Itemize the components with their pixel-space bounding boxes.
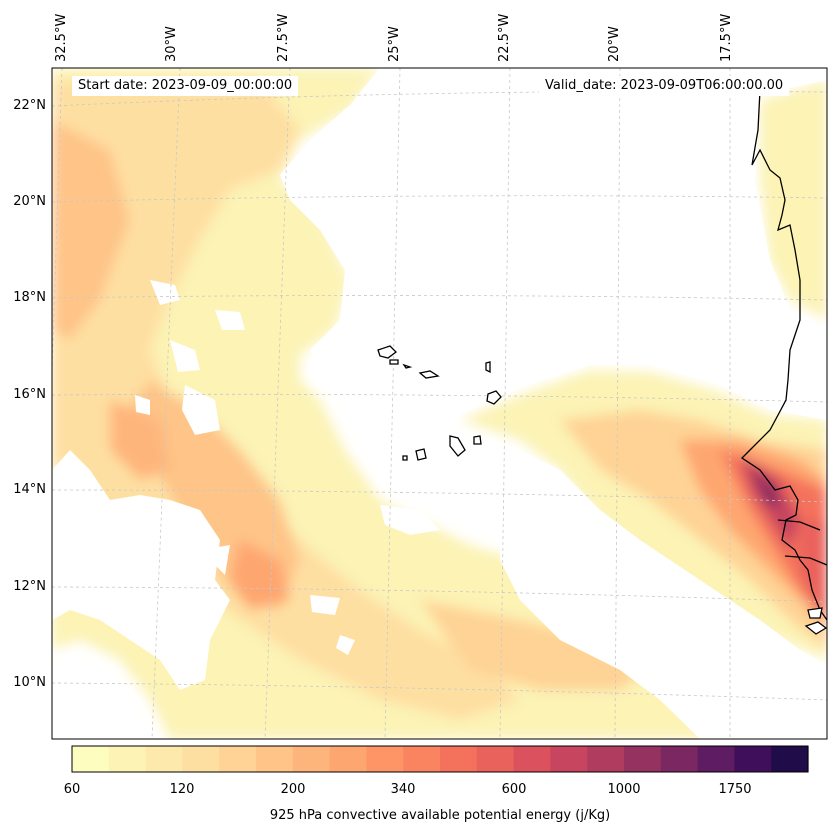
start-date-label: Start date: 2023-09-09_00:00:00 <box>72 76 299 96</box>
island <box>473 435 482 445</box>
colorbar <box>72 746 809 772</box>
island <box>807 607 823 619</box>
lon-label: 25°W <box>387 26 402 62</box>
colorbar-tick-label: 120 <box>169 782 195 797</box>
valid-date-label: Valid_date: 2023-09-09T06:00:00.00 <box>539 76 790 96</box>
island <box>485 361 491 374</box>
cape-field <box>52 68 827 739</box>
lat-label: 12°N <box>13 579 46 594</box>
colorbar-segment <box>734 746 772 772</box>
colorbar-segment <box>513 746 551 772</box>
island <box>402 363 413 369</box>
lat-label: 20°N <box>13 194 46 209</box>
colorbar-segment <box>660 746 699 772</box>
colorbar-tick-label: 1000 <box>607 782 641 797</box>
colorbar-segment <box>145 746 183 772</box>
colorbar-tick-label: 600 <box>501 782 527 797</box>
coastline <box>377 89 827 635</box>
colorbar-segment <box>476 746 515 772</box>
lat-label: 22°N <box>13 98 46 113</box>
island <box>418 370 440 379</box>
lon-label: 20°W <box>607 26 622 62</box>
colorbar-segment <box>108 746 147 772</box>
colorbar-segment <box>366 746 404 772</box>
island <box>449 435 466 457</box>
island <box>377 345 397 359</box>
lat-label: 16°N <box>13 387 46 402</box>
colorbar-segment <box>697 746 735 772</box>
colorbar-segment <box>292 746 331 772</box>
colorbar-segment <box>624 746 662 772</box>
colorbar-segment <box>219 746 257 772</box>
lon-label: 22.5°W <box>497 13 512 62</box>
colorbar-segment <box>771 746 809 772</box>
island <box>389 359 399 365</box>
lat-label: 14°N <box>13 482 46 497</box>
island <box>415 448 427 461</box>
island <box>402 455 408 461</box>
lon-label: 32.5°W <box>54 13 69 62</box>
colorbar-segment <box>403 746 441 772</box>
colorbar-segment <box>256 746 294 772</box>
colorbar-tick-label: 1750 <box>718 782 752 797</box>
lon-label: 27.5°W <box>276 13 291 62</box>
lon-label: 30°W <box>164 26 179 62</box>
lat-label: 18°N <box>13 290 46 305</box>
colorbar-tick-label: 340 <box>390 782 416 797</box>
island <box>486 390 502 405</box>
lon-label: 17.5°W <box>719 13 734 62</box>
colorbar-frame <box>71 745 809 773</box>
map-frame <box>51 67 828 740</box>
colorbar-segment <box>72 746 110 772</box>
cape-contour-60-c <box>760 80 827 320</box>
colorbar-tick-label: 60 <box>63 782 81 797</box>
colorbar-segment <box>329 746 367 772</box>
colorbar-segment <box>550 746 588 772</box>
colorbar-label: 925 hPa convective available potential e… <box>269 808 611 823</box>
gridlines <box>52 68 827 739</box>
lat-label: 10°N <box>13 675 46 690</box>
colorbar-segment <box>440 746 478 772</box>
island <box>804 621 827 635</box>
colorbar-tick-label: 200 <box>280 782 306 797</box>
colorbar-segment <box>587 746 625 772</box>
colorbar-segment <box>182 746 220 772</box>
below-threshold-areas <box>52 68 827 739</box>
